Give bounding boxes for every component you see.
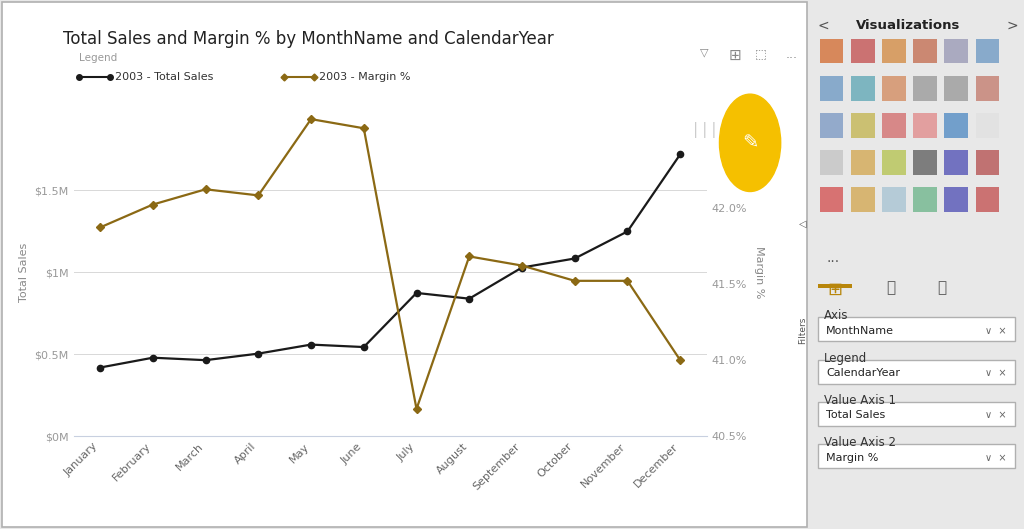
Text: ⊞: ⊞ — [827, 280, 843, 298]
Text: Margin %: Margin % — [826, 453, 879, 462]
Text: ⊞: ⊞ — [729, 48, 741, 62]
FancyBboxPatch shape — [851, 39, 874, 63]
Y-axis label: Margin %: Margin % — [754, 246, 764, 299]
FancyBboxPatch shape — [882, 187, 906, 212]
Text: Value Axis 1: Value Axis 1 — [824, 394, 896, 407]
Text: Filters: Filters — [798, 317, 807, 344]
FancyBboxPatch shape — [944, 113, 968, 138]
Text: ✎: ✎ — [742, 133, 758, 152]
FancyBboxPatch shape — [817, 402, 1016, 426]
FancyBboxPatch shape — [851, 76, 874, 101]
FancyBboxPatch shape — [882, 76, 906, 101]
Text: <: < — [817, 19, 829, 32]
FancyBboxPatch shape — [944, 76, 968, 101]
FancyBboxPatch shape — [913, 187, 937, 212]
FancyBboxPatch shape — [817, 360, 1016, 384]
FancyBboxPatch shape — [851, 187, 874, 212]
FancyBboxPatch shape — [817, 284, 852, 288]
Text: ...: ... — [785, 48, 798, 61]
FancyBboxPatch shape — [944, 150, 968, 175]
FancyBboxPatch shape — [944, 39, 968, 63]
FancyBboxPatch shape — [851, 150, 874, 175]
FancyBboxPatch shape — [913, 113, 937, 138]
Y-axis label: Total Sales: Total Sales — [19, 243, 29, 302]
Text: 2003 - Margin %: 2003 - Margin % — [319, 72, 411, 81]
FancyBboxPatch shape — [882, 113, 906, 138]
Text: CalendarYear: CalendarYear — [826, 368, 900, 378]
FancyBboxPatch shape — [976, 39, 999, 63]
FancyBboxPatch shape — [913, 150, 937, 175]
FancyBboxPatch shape — [851, 113, 874, 138]
Text: >: > — [1007, 19, 1019, 32]
Text: Value Axis 2: Value Axis 2 — [824, 436, 896, 450]
Text: ⬚: ⬚ — [755, 48, 767, 61]
Text: Legend: Legend — [824, 352, 867, 365]
Text: MonthName: MonthName — [826, 326, 894, 335]
FancyBboxPatch shape — [913, 39, 937, 63]
FancyBboxPatch shape — [944, 187, 968, 212]
Text: ...: ... — [826, 251, 840, 265]
Text: |||: ||| — [691, 122, 718, 138]
Text: ∨  ×: ∨ × — [985, 411, 1007, 420]
Text: Axis: Axis — [824, 309, 849, 323]
FancyBboxPatch shape — [819, 113, 844, 138]
Circle shape — [720, 94, 780, 191]
FancyBboxPatch shape — [882, 39, 906, 63]
FancyBboxPatch shape — [976, 76, 999, 101]
Text: ◁: ◁ — [799, 219, 806, 229]
Text: ∨  ×: ∨ × — [985, 453, 1007, 462]
Text: Legend: Legend — [79, 53, 117, 63]
FancyBboxPatch shape — [882, 150, 906, 175]
Text: ∨  ×: ∨ × — [985, 368, 1007, 378]
FancyBboxPatch shape — [819, 39, 844, 63]
FancyBboxPatch shape — [976, 113, 999, 138]
Text: 2003 - Total Sales: 2003 - Total Sales — [115, 72, 213, 81]
FancyBboxPatch shape — [819, 76, 844, 101]
FancyBboxPatch shape — [913, 76, 937, 101]
FancyBboxPatch shape — [819, 150, 844, 175]
FancyBboxPatch shape — [817, 317, 1016, 341]
Text: 🔍: 🔍 — [938, 280, 947, 295]
FancyBboxPatch shape — [976, 150, 999, 175]
Text: Total Sales: Total Sales — [826, 411, 886, 420]
FancyBboxPatch shape — [817, 444, 1016, 468]
FancyBboxPatch shape — [976, 187, 999, 212]
Text: ∨  ×: ∨ × — [985, 326, 1007, 335]
FancyBboxPatch shape — [2, 2, 807, 527]
Text: ▽: ▽ — [700, 48, 709, 58]
FancyBboxPatch shape — [819, 187, 844, 212]
Text: Visualizations: Visualizations — [856, 19, 961, 32]
Text: Total Sales and Margin % by MonthName and CalendarYear: Total Sales and Margin % by MonthName an… — [63, 30, 554, 48]
Text: 🖌: 🖌 — [886, 280, 895, 295]
